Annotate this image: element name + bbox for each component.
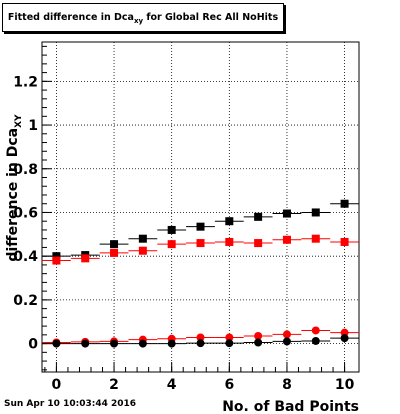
y-tick-label: 0.4 [13, 249, 38, 265]
y-tick-label: 1.2 [13, 74, 38, 90]
data-point-square [138, 234, 147, 243]
data-point-square [282, 209, 291, 218]
data-point-circle [167, 339, 176, 348]
data-point-square [254, 239, 263, 248]
data-point-circle [225, 333, 234, 342]
axes [41, 41, 360, 373]
data-point-square [81, 254, 90, 263]
grid-lines [42, 42, 359, 372]
y-tick-label: 1 [28, 118, 38, 134]
y-axis-label-subscript: XY [14, 114, 24, 128]
x-tick-label: 6 [224, 377, 234, 393]
data-point-square [282, 235, 291, 244]
data-marks [42, 199, 359, 348]
tick-labels: 0 2 4 6 8 10 0 0.2 0.4 0.6 0.8 1 1.2 [13, 74, 354, 393]
data-point-circle [311, 336, 320, 345]
chart-title-tail: for Global Rec All NoHits [143, 12, 279, 23]
x-tick-label: 2 [109, 377, 119, 393]
data-point-circle [110, 339, 119, 348]
x-tick-label: 10 [335, 377, 355, 393]
y-tick-label: 0.6 [13, 205, 38, 221]
x-axis-label: No. of Bad Points [222, 399, 359, 414]
data-point-square [340, 237, 349, 246]
timestamp: Sun Apr 10 10:03:44 2016 [4, 399, 137, 409]
data-point-circle [196, 333, 205, 342]
data-point-circle [254, 338, 263, 347]
data-point-circle [52, 339, 61, 348]
y-tick-label: 0 [28, 337, 38, 353]
tick-marks [42, 45, 346, 372]
plot-frame [41, 41, 360, 373]
x-tick-label: 4 [167, 377, 177, 393]
chart-title-main: Fitted difference in Dca [7, 12, 134, 23]
chart-title-box: Fitted difference in Dcaxy for Global Re… [2, 3, 284, 32]
data-point-circle [196, 339, 205, 348]
data-point-circle [225, 339, 234, 348]
data-point-square [311, 234, 320, 243]
data-point-square [138, 246, 147, 255]
data-point-circle [311, 326, 320, 335]
data-point-square [196, 222, 205, 231]
data-point-square [167, 240, 176, 249]
x-tick-label: 0 [52, 377, 62, 393]
y-axis-label: difference in Dca [5, 128, 21, 262]
data-point-square [340, 199, 349, 208]
data-point-square [52, 252, 61, 261]
data-point-circle [282, 330, 291, 339]
y-tick-label: 0.8 [13, 162, 38, 178]
data-point-square [225, 217, 234, 226]
data-point-square [225, 237, 234, 246]
data-point-circle [138, 339, 147, 348]
data-point-circle [254, 331, 263, 340]
data-point-circle [340, 334, 349, 343]
x-tick-label: 8 [282, 377, 292, 393]
data-point-square [196, 239, 205, 248]
data-point-square [52, 256, 61, 265]
y-tick-label: 0.2 [13, 293, 38, 309]
y-axis-title: difference in DcaXY [5, 114, 24, 262]
data-point-square [254, 212, 263, 221]
data-point-square [311, 208, 320, 217]
data-point-square [167, 225, 176, 234]
data-point-circle [81, 339, 90, 348]
data-point-square [110, 248, 119, 257]
data-point-square [110, 240, 119, 249]
chart-title-subscript: xy [133, 17, 144, 25]
data-point-circle [282, 337, 291, 346]
